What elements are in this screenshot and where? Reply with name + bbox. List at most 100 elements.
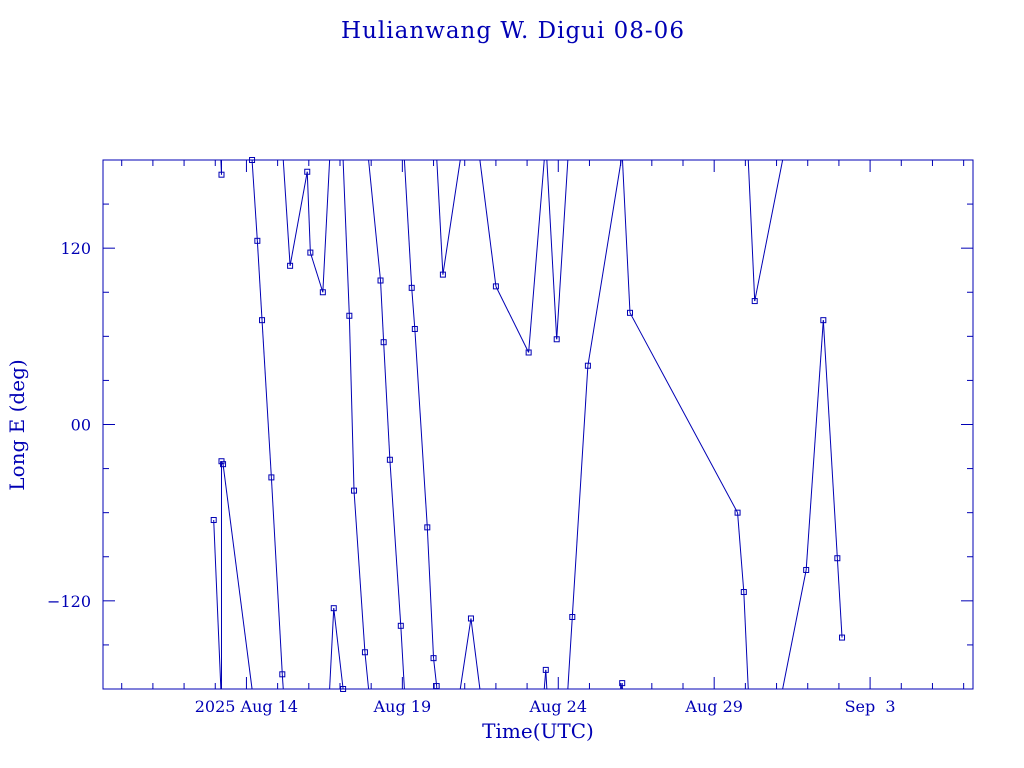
data-point bbox=[820, 317, 827, 324]
series-segment bbox=[322, 159, 331, 293]
series-segment bbox=[822, 320, 838, 559]
x-tick-label: Aug 29 bbox=[684, 697, 743, 716]
y-tick-label: 120 bbox=[60, 239, 91, 258]
series-segment bbox=[411, 287, 416, 330]
series-segment bbox=[282, 159, 291, 266]
data-point bbox=[834, 555, 841, 562]
series-segment bbox=[403, 159, 413, 288]
series-segment bbox=[587, 159, 622, 366]
series-segment bbox=[754, 159, 784, 302]
series-segment bbox=[571, 365, 589, 618]
series-segment bbox=[222, 464, 253, 690]
data-point bbox=[340, 686, 347, 692]
series-segment bbox=[383, 342, 391, 460]
series-segment bbox=[342, 159, 350, 316]
series-segment bbox=[433, 658, 438, 687]
series-segment bbox=[528, 159, 545, 353]
series-segment bbox=[805, 320, 824, 571]
data-point bbox=[287, 262, 294, 269]
data-point bbox=[386, 456, 393, 463]
data-point bbox=[525, 349, 532, 356]
series-segment bbox=[436, 159, 444, 275]
series-segment bbox=[251, 159, 258, 241]
series-segment bbox=[380, 280, 385, 343]
series-segment bbox=[256, 240, 263, 321]
series-segment bbox=[782, 569, 807, 690]
y-tick-label: −120 bbox=[47, 592, 91, 611]
x-tick-label: 2025 Aug 14 bbox=[195, 697, 298, 716]
data-point bbox=[411, 325, 418, 332]
data-point bbox=[408, 284, 415, 291]
series-segment bbox=[567, 616, 573, 690]
data-point bbox=[218, 171, 225, 178]
data-point bbox=[351, 487, 358, 494]
series-segment bbox=[545, 669, 548, 690]
data-point bbox=[839, 634, 846, 641]
series-segment bbox=[621, 159, 631, 313]
data-point bbox=[803, 566, 810, 573]
x-axis: 2025 Aug 14 Aug 19 Aug 24 Aug 29 Sep 3 bbox=[121, 160, 965, 716]
data-point bbox=[626, 309, 633, 316]
data-point bbox=[254, 237, 261, 244]
data-point bbox=[553, 336, 560, 343]
data-point bbox=[249, 157, 256, 163]
series-segment bbox=[333, 608, 344, 690]
data-point bbox=[307, 249, 314, 256]
data-point bbox=[619, 680, 626, 687]
y-tick-label: 00 bbox=[71, 416, 91, 435]
series-segment bbox=[353, 490, 366, 653]
data-point bbox=[279, 671, 286, 678]
y-axis-label: Long E (deg) bbox=[5, 359, 29, 490]
data-point bbox=[584, 362, 591, 369]
data-point bbox=[220, 461, 227, 468]
data-point bbox=[361, 649, 368, 656]
series-segment bbox=[368, 159, 382, 281]
series-segment bbox=[289, 171, 308, 266]
series-segment bbox=[364, 652, 370, 690]
data-point bbox=[210, 517, 217, 524]
series-line-group bbox=[213, 159, 843, 690]
data-point bbox=[397, 622, 404, 629]
series-segment bbox=[459, 618, 472, 690]
series-segment bbox=[213, 519, 222, 690]
data-point bbox=[330, 605, 337, 612]
series-segment bbox=[479, 159, 497, 287]
x-tick-label: Aug 19 bbox=[373, 697, 432, 716]
series-segment bbox=[737, 512, 745, 593]
series-segment bbox=[442, 159, 461, 275]
data-point bbox=[542, 666, 549, 673]
series-segment bbox=[306, 171, 311, 253]
series-segment bbox=[389, 459, 402, 626]
series-segment bbox=[556, 159, 569, 340]
data-point bbox=[268, 474, 275, 481]
x-tick-label: Aug 24 bbox=[528, 697, 587, 716]
series-segment bbox=[470, 618, 481, 690]
series-segment bbox=[747, 159, 756, 302]
series-segment bbox=[400, 625, 405, 690]
data-point bbox=[433, 683, 440, 690]
series-segment bbox=[836, 558, 843, 638]
data-point bbox=[346, 312, 353, 319]
data-point bbox=[740, 589, 747, 596]
series-segment bbox=[270, 477, 283, 675]
data-point bbox=[319, 289, 326, 296]
x-axis-label: Time(UTC) bbox=[482, 719, 594, 743]
data-point bbox=[734, 509, 741, 516]
y-axis: −120 00 120 bbox=[47, 159, 973, 690]
data-point bbox=[377, 277, 384, 284]
x-tick-label: Sep 3 bbox=[845, 697, 896, 716]
data-point bbox=[259, 317, 266, 324]
data-point bbox=[467, 615, 474, 622]
data-point bbox=[439, 271, 446, 278]
data-point bbox=[569, 613, 576, 620]
series-segment bbox=[261, 320, 272, 478]
data-point bbox=[751, 298, 758, 305]
series-segment bbox=[495, 286, 530, 353]
data-point bbox=[492, 283, 499, 290]
data-point bbox=[304, 168, 311, 175]
series-segment bbox=[414, 328, 428, 528]
series-segment bbox=[743, 591, 749, 690]
series-segment bbox=[546, 159, 558, 340]
series-segment bbox=[426, 527, 435, 659]
